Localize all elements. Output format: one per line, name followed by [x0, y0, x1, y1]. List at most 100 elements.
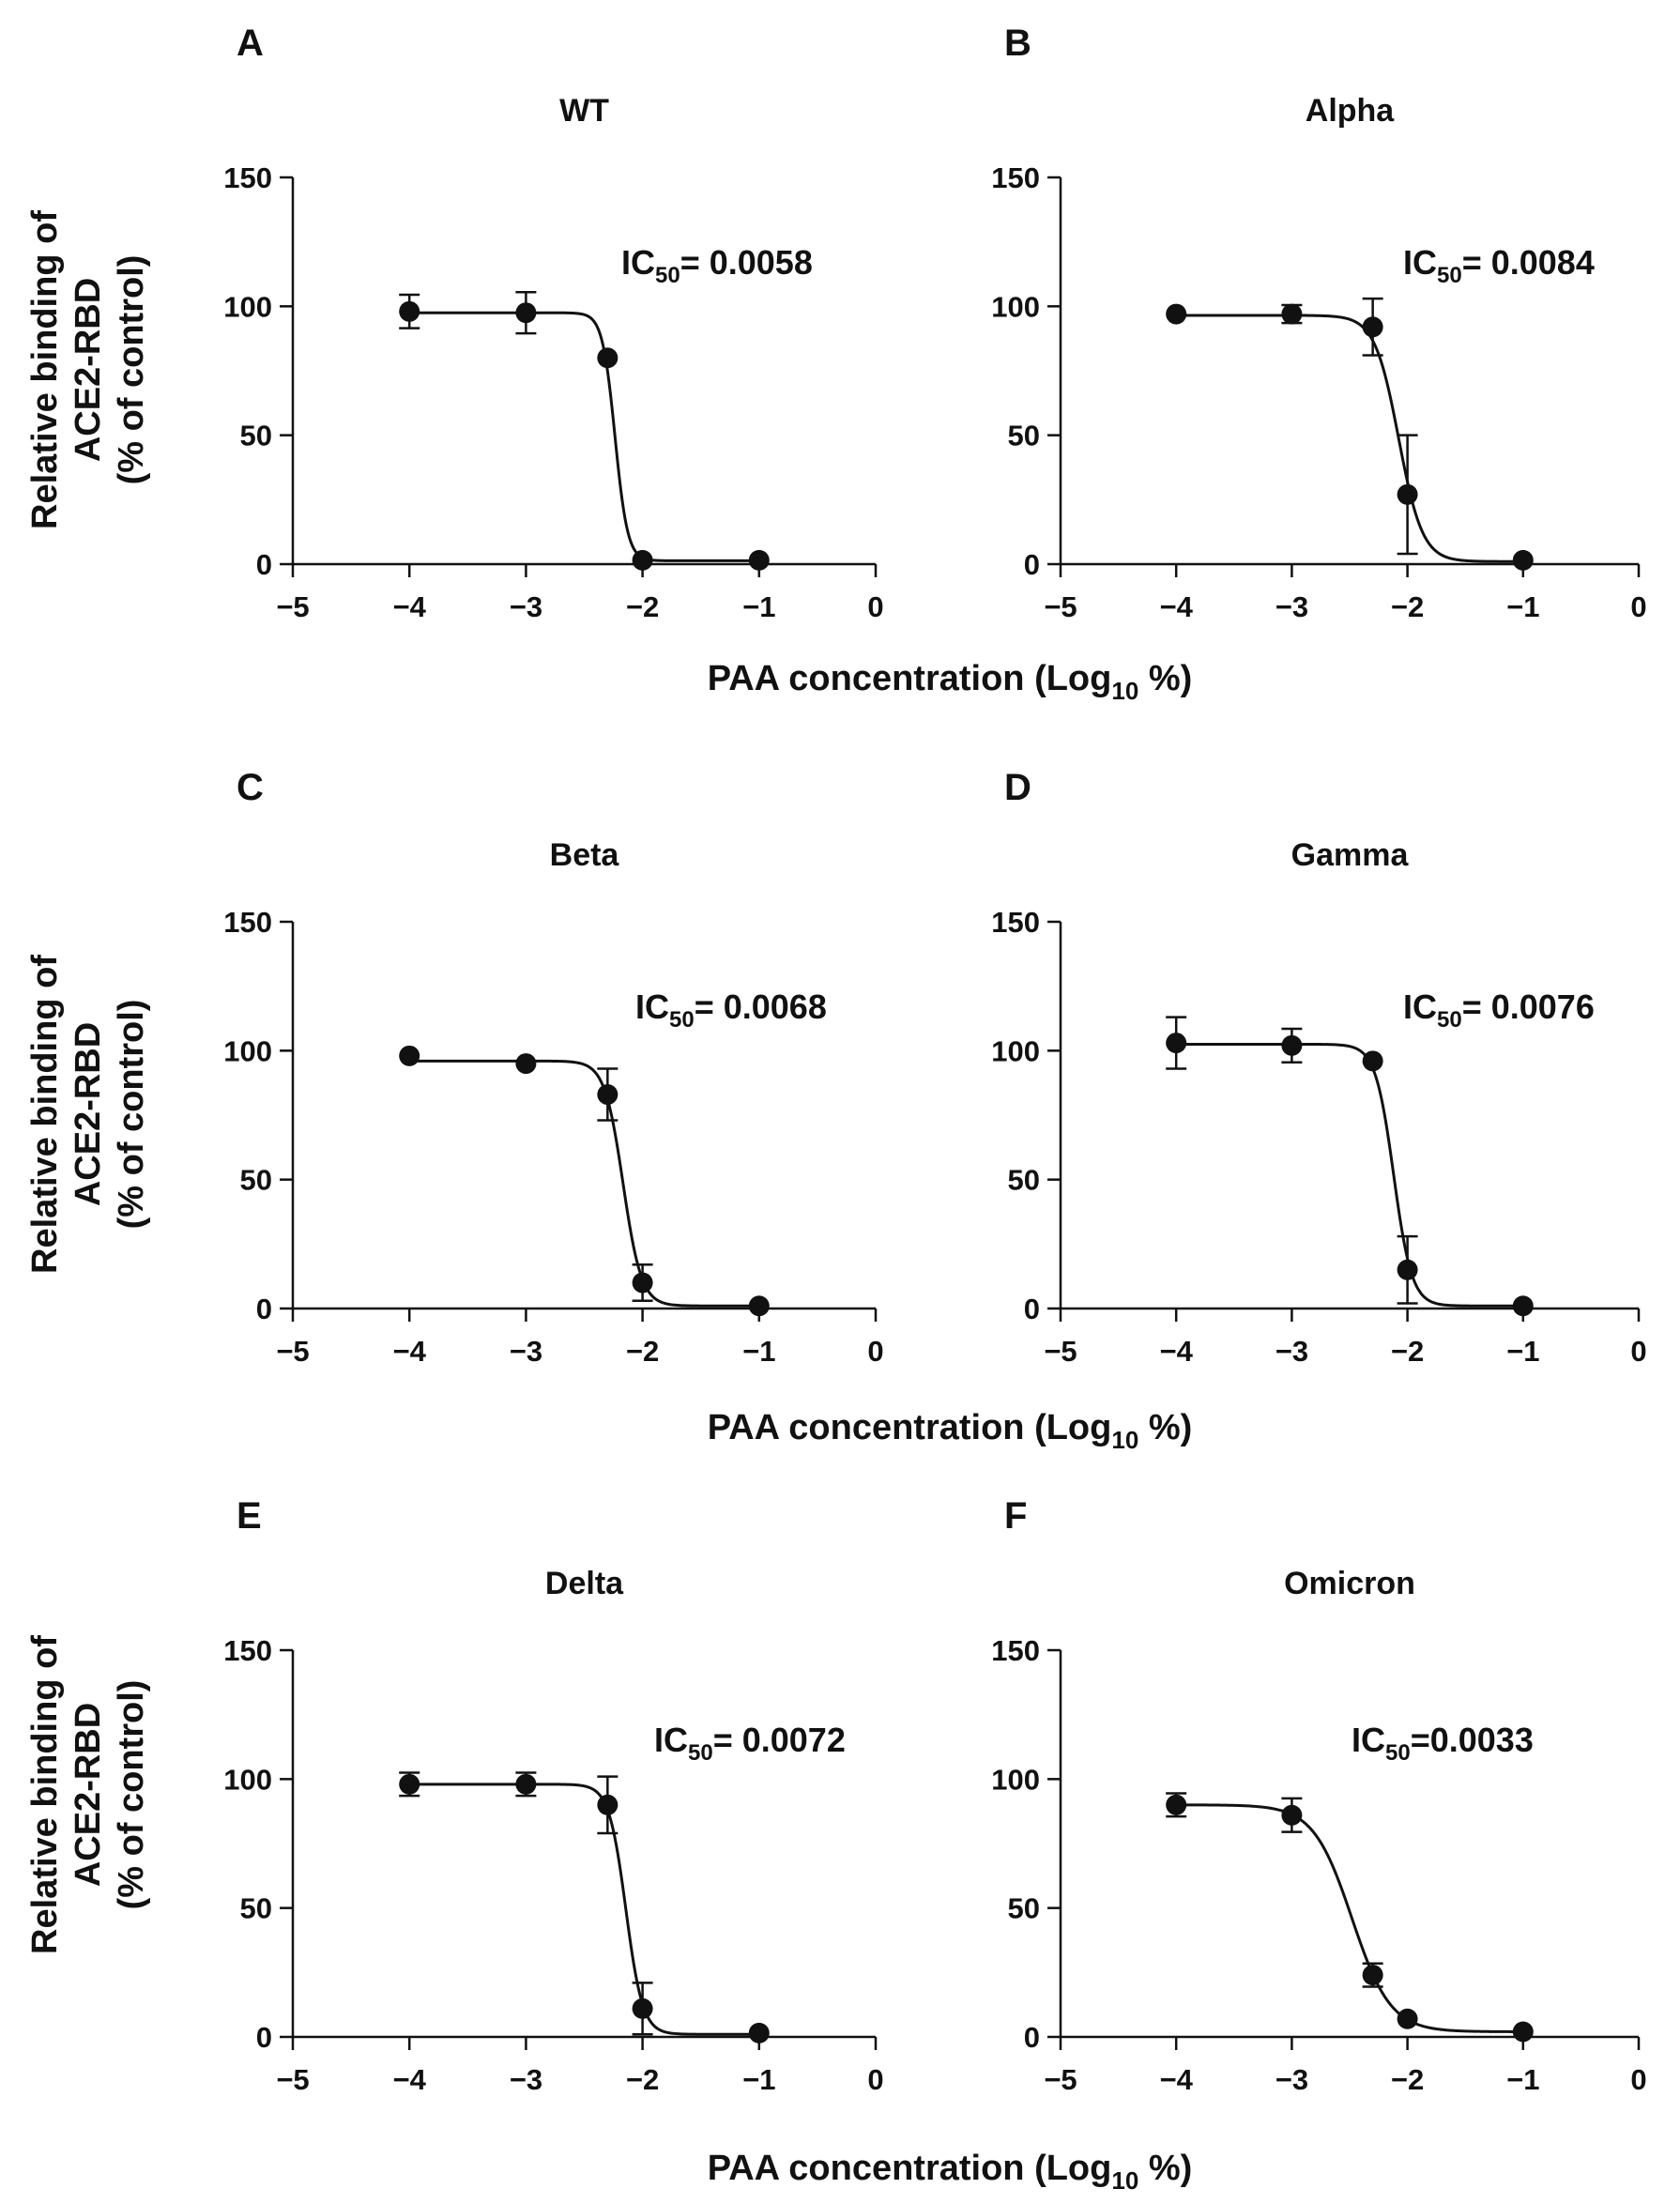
data-point	[1397, 483, 1418, 505]
y-axis-label-line1: Relative binding of	[25, 1635, 65, 1954]
y-tick-label: 0	[1024, 2021, 1040, 2054]
data-point	[1512, 549, 1534, 571]
x-tick-label: −1	[742, 1335, 775, 1368]
x-tick-label: 0	[1630, 2063, 1646, 2096]
y-axis-label-line2: ACE2-RBD	[69, 1703, 108, 1887]
data-point	[1362, 1965, 1383, 1986]
y-tick-label: 150	[991, 906, 1040, 939]
x-tick-label: −5	[276, 2063, 309, 2096]
chart-panel-a: A WT 0 50 100 150 −5 −4 −3 −2 −1 0 IC50= 0.0058	[223, 23, 883, 623]
data-point	[399, 1045, 420, 1066]
panels: A WT 0 50 100 150 −5 −4 −3 −2 −1 0 IC50= 0.0058 B Alph…	[223, 23, 1646, 2096]
x-tick-label: −4	[1160, 1335, 1194, 1368]
data-point	[748, 1295, 770, 1317]
y-tick-label: 100	[991, 1034, 1040, 1067]
fit-curve	[409, 1059, 759, 1308]
x-tick-label: −4	[393, 1335, 427, 1368]
data-point	[1512, 1295, 1534, 1317]
x-tick-label: −2	[626, 1335, 659, 1368]
y-tick-label: 150	[223, 161, 272, 194]
y-axis-label-line1: Relative binding of	[25, 955, 65, 1274]
ic50-label: IC50=0.0033	[1352, 1721, 1534, 1766]
x-tick-label: −2	[1391, 590, 1424, 623]
x-tick-label: −2	[1391, 1335, 1424, 1368]
fit-curve	[409, 1783, 759, 2036]
panel-title: Delta	[545, 1566, 624, 1601]
y-tick-label: 0	[1024, 1293, 1040, 1325]
x-tick-label: −1	[1506, 590, 1539, 623]
y-axis-label-row-3: Relative binding of ACE2-RBD (% of contr…	[25, 1635, 151, 1954]
y-tick-label: 100	[223, 1763, 272, 1796]
y-tick-label: 0	[256, 1293, 272, 1325]
chart-panel-c: C Beta 0 50 100 150 −5 −4 −3 −2 −1 0 IC50= 0.0068	[223, 767, 883, 1368]
x-tick-label: −2	[626, 590, 659, 623]
chart-panel-b: B Alpha 0 50 100 150 −5 −4 −3 −2 −1 0 IC50= 0.0084	[991, 23, 1646, 623]
y-tick-label: 50	[1008, 1892, 1040, 1925]
data-point	[1362, 1050, 1383, 1072]
x-tick-label: −1	[1506, 1335, 1539, 1368]
x-axis-label-row-3: PAA concentration (Log10 %)	[708, 2149, 1193, 2195]
data-point	[597, 1794, 619, 1815]
y-tick-label: 150	[991, 161, 1040, 194]
data-point	[632, 1272, 653, 1293]
y-tick-label: 100	[991, 1763, 1040, 1796]
fit-curve	[1176, 1803, 1523, 2033]
data-point	[1281, 1034, 1303, 1056]
x-tick-label: −3	[510, 590, 542, 623]
x-tick-label: −4	[393, 590, 427, 623]
fit-curve	[409, 311, 759, 562]
x-tick-label: −4	[1160, 2063, 1194, 2096]
fit-curve	[1176, 314, 1523, 563]
y-tick-label: 50	[240, 420, 272, 452]
y-axis-label-line3: (% of control)	[112, 1000, 151, 1230]
data-point	[1512, 2021, 1534, 2043]
data-point	[1166, 303, 1187, 325]
panel-title: Gamma	[1291, 837, 1410, 873]
data-point	[632, 549, 653, 571]
data-point	[748, 549, 770, 571]
panel-letter: B	[1004, 23, 1031, 64]
y-tick-label: 50	[240, 1892, 272, 1925]
y-tick-label: 100	[223, 1034, 272, 1067]
panel-letter: A	[237, 23, 264, 64]
fit-curve	[1176, 1042, 1523, 1308]
x-tick-label: 0	[867, 2063, 883, 2096]
x-tick-label: −1	[742, 2063, 775, 2096]
ic50-label: IC50= 0.0076	[1403, 987, 1595, 1033]
data-point	[597, 1084, 619, 1106]
x-tick-label: 0	[867, 1335, 883, 1368]
x-tick-label: −2	[626, 2063, 659, 2096]
x-axis-label-row-2: PAA concentration (Log10 %)	[708, 1408, 1193, 1454]
panel-letter: C	[237, 767, 264, 808]
data-point	[515, 1773, 537, 1795]
y-tick-label: 0	[1024, 548, 1040, 581]
panel-title: Omicron	[1284, 1566, 1415, 1601]
y-tick-label: 100	[991, 290, 1040, 323]
x-tick-label: −1	[742, 590, 775, 623]
data-point	[1281, 1804, 1303, 1826]
x-tick-label: −4	[1160, 590, 1194, 623]
x-tick-label: −3	[510, 2063, 542, 2096]
ic50-label: IC50= 0.0058	[621, 243, 813, 288]
x-tick-label: −5	[1044, 2063, 1077, 2096]
data-point	[597, 347, 619, 369]
y-tick-label: 50	[1008, 420, 1040, 452]
panel-title: WT	[559, 93, 609, 129]
x-tick-label: −4	[393, 2063, 427, 2096]
y-axis-label-line3: (% of control)	[112, 1680, 151, 1910]
y-tick-label: 50	[1008, 1164, 1040, 1197]
x-tick-label: −3	[1275, 590, 1308, 623]
y-tick-label: 0	[256, 2021, 272, 2054]
data-point	[1397, 2008, 1418, 2029]
chart-panel-f: F Omicron 0 50 100 150 −5 −4 −3 −2 −1 0 IC50=0.0033	[991, 1495, 1646, 2096]
panel-letter: F	[1004, 1495, 1027, 1537]
data-point	[515, 302, 537, 324]
x-tick-label: −1	[1506, 2063, 1539, 2096]
data-point	[1166, 1794, 1187, 1815]
y-tick-label: 0	[256, 548, 272, 581]
y-tick-label: 100	[223, 290, 272, 323]
x-tick-label: −5	[1044, 1335, 1077, 1368]
x-tick-label: −5	[1044, 590, 1077, 623]
x-tick-label: −5	[276, 590, 309, 623]
